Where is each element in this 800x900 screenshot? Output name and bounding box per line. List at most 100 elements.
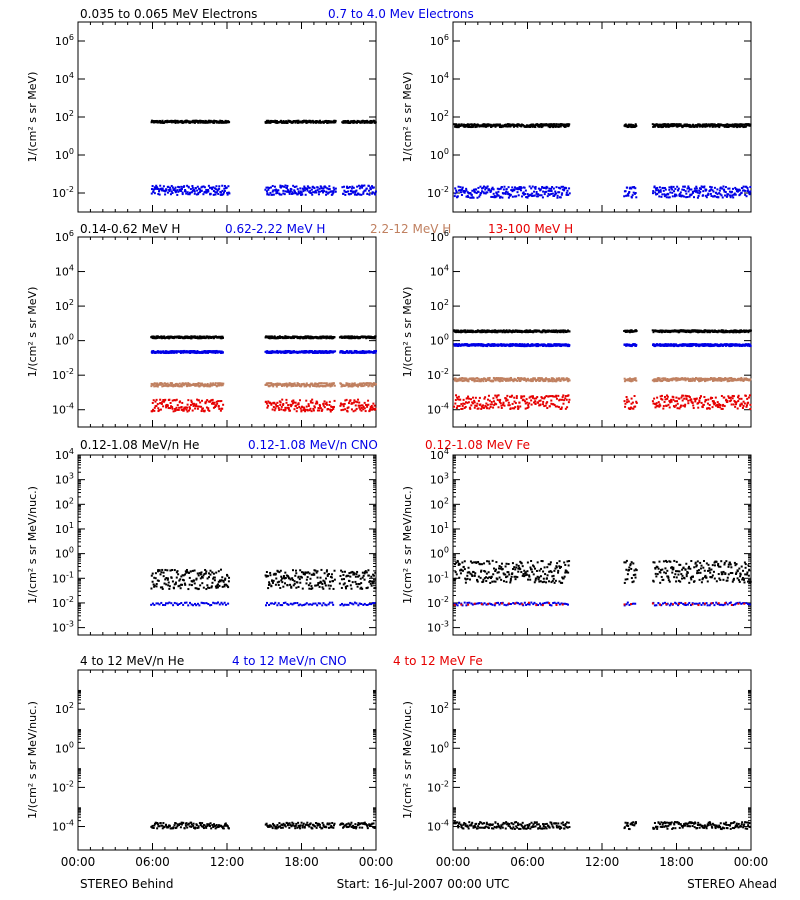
data-point (463, 377, 466, 380)
data-point (721, 331, 724, 334)
data-point (490, 189, 493, 192)
data-point (634, 343, 637, 346)
data-point (308, 186, 311, 189)
data-point (369, 406, 372, 409)
data-point (342, 408, 345, 411)
data-point (287, 189, 290, 192)
data-point (371, 336, 374, 339)
data-point (460, 193, 463, 196)
data-point (344, 408, 347, 411)
data-point (664, 194, 667, 197)
data-point (541, 185, 544, 188)
data-point (311, 398, 314, 401)
data-point (500, 379, 503, 382)
data-point (716, 331, 719, 334)
data-point (679, 123, 682, 126)
data-point (535, 380, 538, 383)
data-point (529, 329, 532, 332)
data-point (361, 404, 364, 407)
data-point (512, 380, 515, 383)
data-point (368, 382, 371, 385)
data-point (228, 192, 231, 195)
data-point (561, 188, 564, 191)
data-point (161, 400, 164, 403)
data-point (457, 379, 460, 382)
data-point (362, 191, 365, 194)
data-point (689, 344, 692, 347)
data-point (264, 121, 267, 124)
data-point (358, 120, 361, 123)
data-point (364, 121, 367, 124)
data-point (183, 349, 186, 352)
data-point (218, 382, 221, 385)
data-point (497, 190, 500, 193)
data-point (153, 188, 156, 191)
data-point (188, 350, 191, 353)
data-point (476, 196, 479, 199)
data-point (166, 405, 169, 408)
data-point (485, 123, 488, 126)
data-point (495, 191, 498, 194)
data-point (518, 186, 521, 189)
data-point (310, 382, 313, 385)
data-point (516, 379, 519, 382)
data-point (518, 329, 521, 332)
data-point (635, 196, 638, 199)
data-point (334, 187, 337, 190)
data-point (162, 399, 165, 402)
data-point (212, 120, 215, 123)
data-point (537, 125, 540, 128)
data-point (362, 408, 365, 411)
data-point (154, 382, 157, 385)
data-point (306, 185, 309, 188)
data-point (367, 351, 370, 354)
data-point (463, 191, 466, 194)
data-point (162, 337, 165, 340)
data-point (293, 190, 296, 193)
data-point (316, 402, 319, 405)
data-point (348, 382, 351, 385)
data-point (562, 185, 565, 188)
data-point (350, 383, 353, 386)
data-point (454, 377, 457, 380)
data-point (320, 382, 323, 385)
data-point (358, 193, 361, 196)
y-tick-label: 104 (55, 264, 74, 279)
data-point (689, 124, 692, 127)
data-point (158, 190, 161, 193)
data-point (329, 410, 332, 413)
data-point (300, 409, 303, 412)
data-point (310, 192, 313, 195)
data-point (332, 350, 335, 353)
data-point (333, 188, 336, 191)
y-tick-label: 10-4 (427, 402, 449, 417)
data-point (556, 331, 559, 334)
data-point (178, 189, 181, 192)
data-point (266, 192, 269, 195)
data-point (483, 329, 486, 332)
data-point (373, 408, 376, 411)
data-point (221, 121, 224, 124)
data-point (530, 344, 533, 347)
data-point (456, 195, 459, 198)
data-point (493, 344, 496, 347)
data-point (312, 384, 315, 387)
data-point (475, 125, 478, 128)
data-point (193, 190, 196, 193)
data-point (184, 190, 187, 193)
data-point (635, 344, 638, 347)
data-point (505, 190, 508, 193)
data-point (742, 344, 745, 347)
data-point (669, 191, 672, 194)
data-point (626, 194, 629, 197)
data-point (537, 345, 540, 348)
data-point (722, 124, 725, 127)
data-point (559, 125, 562, 128)
data-point (360, 406, 363, 409)
data-point (164, 350, 167, 353)
data-point (291, 382, 294, 385)
data-point (171, 186, 174, 189)
data-point (296, 193, 299, 196)
data-point (682, 188, 685, 191)
data-point (174, 409, 177, 412)
